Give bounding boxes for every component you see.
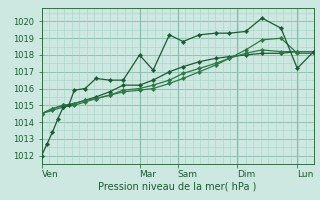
X-axis label: Pression niveau de la mer( hPa ): Pression niveau de la mer( hPa ) <box>99 181 257 191</box>
